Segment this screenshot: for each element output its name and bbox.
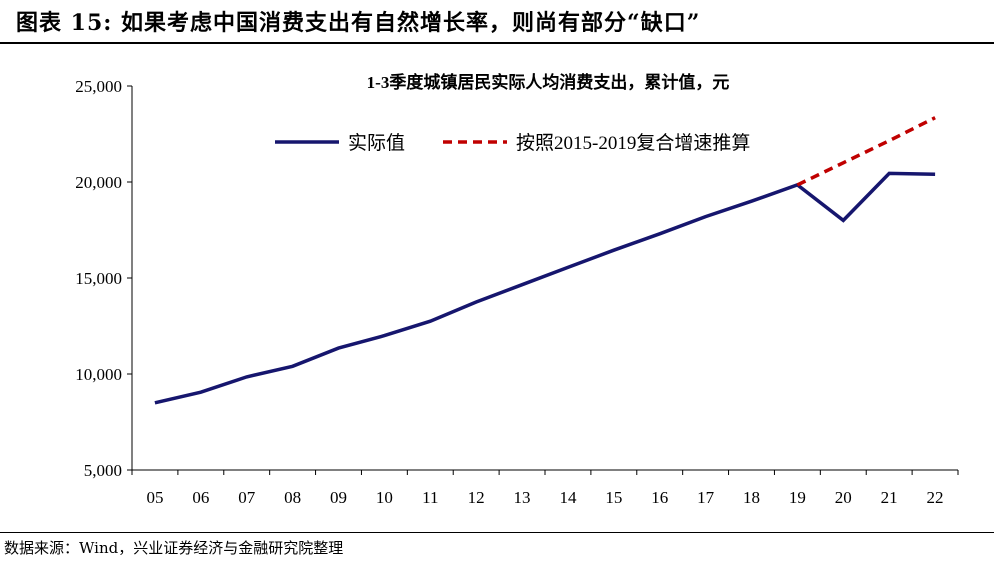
- figure-title: 图表 15: 如果考虑中国消费支出有自然增长率，则尚有部分“缺口”: [16, 10, 701, 36]
- x-tick-label: 10: [376, 488, 393, 507]
- x-tick-label: 08: [284, 488, 301, 507]
- series-line-actual: [154, 171, 936, 405]
- x-tick-label: 13: [514, 488, 531, 507]
- x-tick-label: 17: [697, 488, 715, 507]
- source-note: 数据来源：Wind，兴业证券经济与金融研究院整理: [4, 539, 344, 557]
- x-tick-label: 20: [835, 488, 852, 507]
- x-tick-label: 05: [146, 488, 163, 507]
- legend-label: 按照2015-2019复合增速推算: [516, 132, 750, 154]
- x-tick-label: 15: [605, 488, 622, 507]
- chart-axes: 5,000 10,000 15,000 20,000 25,000 05 06 07 08 09 1…: [75, 77, 959, 507]
- x-tick-label: 19: [789, 488, 806, 507]
- legend-label: 实际值: [348, 132, 405, 154]
- y-tick-label: 20,000: [75, 173, 122, 192]
- x-tick-label: 06: [192, 488, 209, 507]
- y-tick-label: 5,000: [84, 461, 122, 480]
- x-tick-label: 11: [422, 488, 438, 507]
- title-rule: [0, 42, 994, 44]
- footer-rule: [0, 532, 994, 533]
- x-tick-label: 18: [743, 488, 760, 507]
- chart-title: 1-3季度城镇居民实际人均消费支出，累计值，元: [367, 72, 730, 92]
- x-tick-label: 14: [559, 488, 577, 507]
- x-tick-label: 16: [651, 488, 668, 507]
- y-tick-label: 15,000: [75, 269, 122, 288]
- x-tick-label: 07: [238, 488, 256, 507]
- y-tick-label: 10,000: [75, 365, 122, 384]
- chart-legend: 实际值 按照2015-2019复合增速推算: [275, 132, 750, 154]
- x-tick-label: 22: [927, 488, 944, 507]
- line-chart: 1-3季度城镇居民实际人均消费支出，累计值，元 5,000 10,000 15,00…: [75, 72, 959, 507]
- x-tick-label: 21: [881, 488, 898, 507]
- x-tick-label: 12: [468, 488, 485, 507]
- x-tick-label: 09: [330, 488, 347, 507]
- series-line-projected: [796, 116, 936, 187]
- series-layer: [154, 116, 936, 405]
- y-tick-label: 25,000: [75, 77, 122, 96]
